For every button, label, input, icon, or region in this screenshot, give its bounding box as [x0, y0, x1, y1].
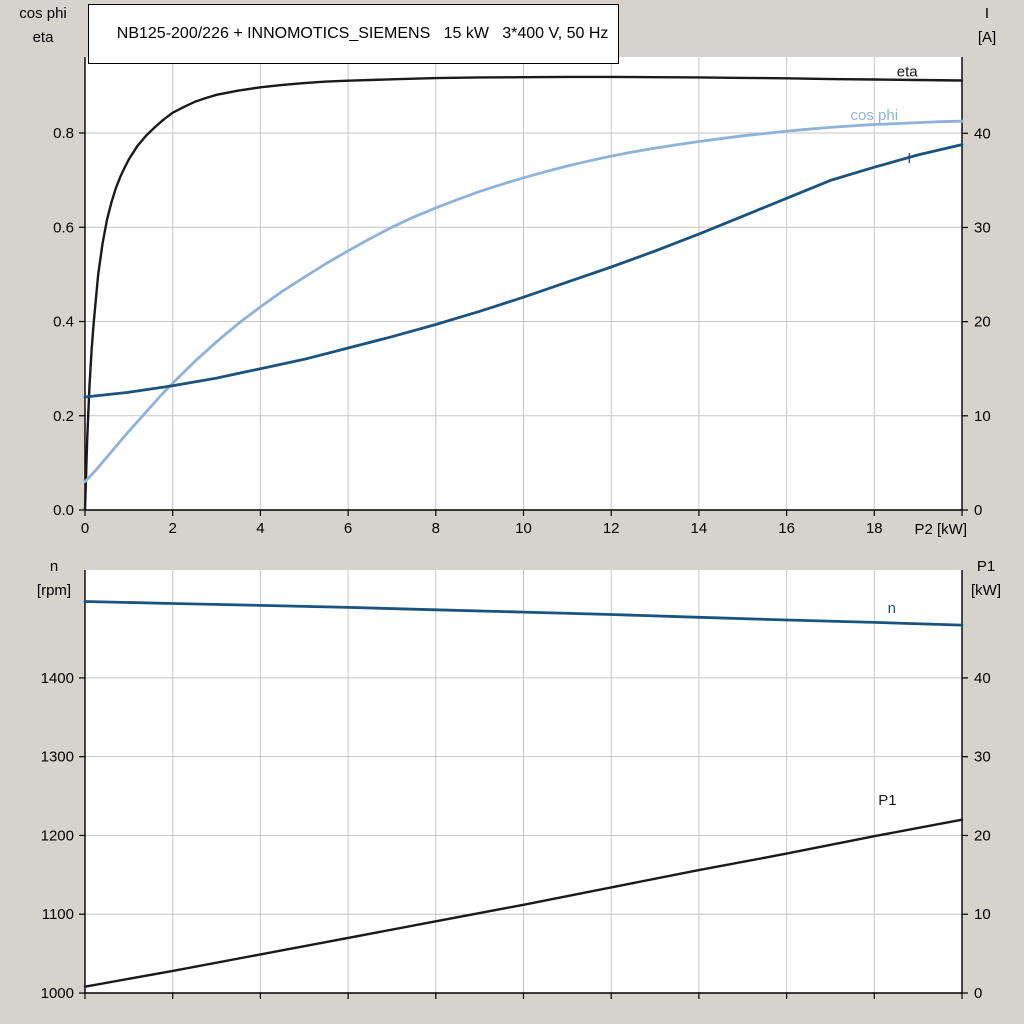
y-right-tick-label: 30 — [974, 749, 991, 766]
curve-p1 — [83, 818, 964, 988]
curve-speed — [83, 600, 964, 627]
y-left-tick-label: 0.2 — [53, 408, 74, 425]
axis-title-speed: n — [49, 558, 59, 575]
x-tick-label: 4 — [256, 520, 264, 537]
axis-title-current-unit: [A] — [977, 29, 997, 46]
chart-title: NB125-200/226 + INNOMOTICS_SIEMENS 15 kW… — [116, 25, 609, 42]
x-tick-label: 6 — [344, 520, 352, 537]
axis-title-cos-phi: cos phi — [19, 5, 67, 22]
y-left-tick-label: 1200 — [41, 827, 74, 844]
y-right-tick-label: 20 — [974, 827, 991, 844]
curve-label-p1: P1 — [878, 792, 896, 809]
curve-label-cos-phi: cos phi — [851, 107, 899, 124]
y-right-tick-label: 30 — [974, 219, 991, 236]
y-left-tick-label: 0.0 — [53, 502, 74, 519]
x-tick-label: 12 — [603, 520, 620, 537]
y-left-tick-label: 0.6 — [53, 219, 74, 236]
y-right-tick-label: 40 — [974, 125, 991, 142]
x-tick-label: 10 — [515, 520, 532, 537]
y-right-tick-label: 0 — [974, 502, 982, 519]
y-left-tick-label: 1400 — [41, 670, 74, 687]
y-left-tick-label: 0.4 — [53, 314, 74, 331]
curve-eta — [83, 75, 964, 512]
chart-speed-power-curves: 1000 1100 1200 1300 1400 0 10 20 30 40 n P1 — [41, 570, 991, 1002]
bottom-right-axis-title: P1 [kW] — [952, 555, 1020, 603]
x-tick-label: 14 — [691, 520, 708, 537]
x-tick-label: 2 — [169, 520, 177, 537]
chart-title-box: NB125-200/226 + INNOMOTICS_SIEMENS 15 kW… — [88, 4, 620, 64]
top-right-axis-title: I [A] — [954, 2, 1020, 50]
axis-title-p1-unit: [kW] — [971, 582, 1001, 599]
axis-title-speed-unit: [rpm] — [36, 582, 72, 599]
bottom-left-axis-title: n [rpm] — [10, 555, 98, 603]
curve-label-eta: eta — [897, 64, 919, 81]
y-right-tick-label: 0 — [974, 985, 982, 1002]
y-left-tick-label: 1000 — [41, 985, 74, 1002]
curve-label-speed: n — [888, 600, 896, 617]
y-right-tick-label: 10 — [974, 906, 991, 923]
x-axis-title: P2 [kW] — [914, 521, 967, 538]
axis-title-p1: P1 — [976, 558, 996, 575]
x-tick-label: 0 — [81, 520, 89, 537]
curve-label-current: I — [907, 150, 911, 167]
x-tick-label: 18 — [866, 520, 883, 537]
y-left-tick-label: 0.8 — [53, 125, 74, 142]
x-tick-label: 16 — [778, 520, 795, 537]
curve-cos-phi — [83, 119, 964, 484]
axis-title-current: I — [984, 5, 990, 22]
curve-current — [83, 143, 964, 399]
chart-electrical-curves: 0 2 4 6 8 10 12 14 16 18 0.0 0.2 0.4 0.6 0.8 0 10 20 30 40 e… — [53, 57, 991, 537]
top-left-axis-title: cos phi eta — [4, 2, 82, 50]
y-left-tick-label: 1300 — [41, 749, 74, 766]
y-right-tick-label: 40 — [974, 670, 991, 687]
y-right-tick-label: 20 — [974, 314, 991, 331]
axis-title-eta: eta — [32, 29, 54, 46]
y-left-tick-label: 1100 — [42, 906, 74, 923]
x-tick-label: 8 — [432, 520, 440, 537]
y-right-tick-label: 10 — [974, 408, 991, 425]
